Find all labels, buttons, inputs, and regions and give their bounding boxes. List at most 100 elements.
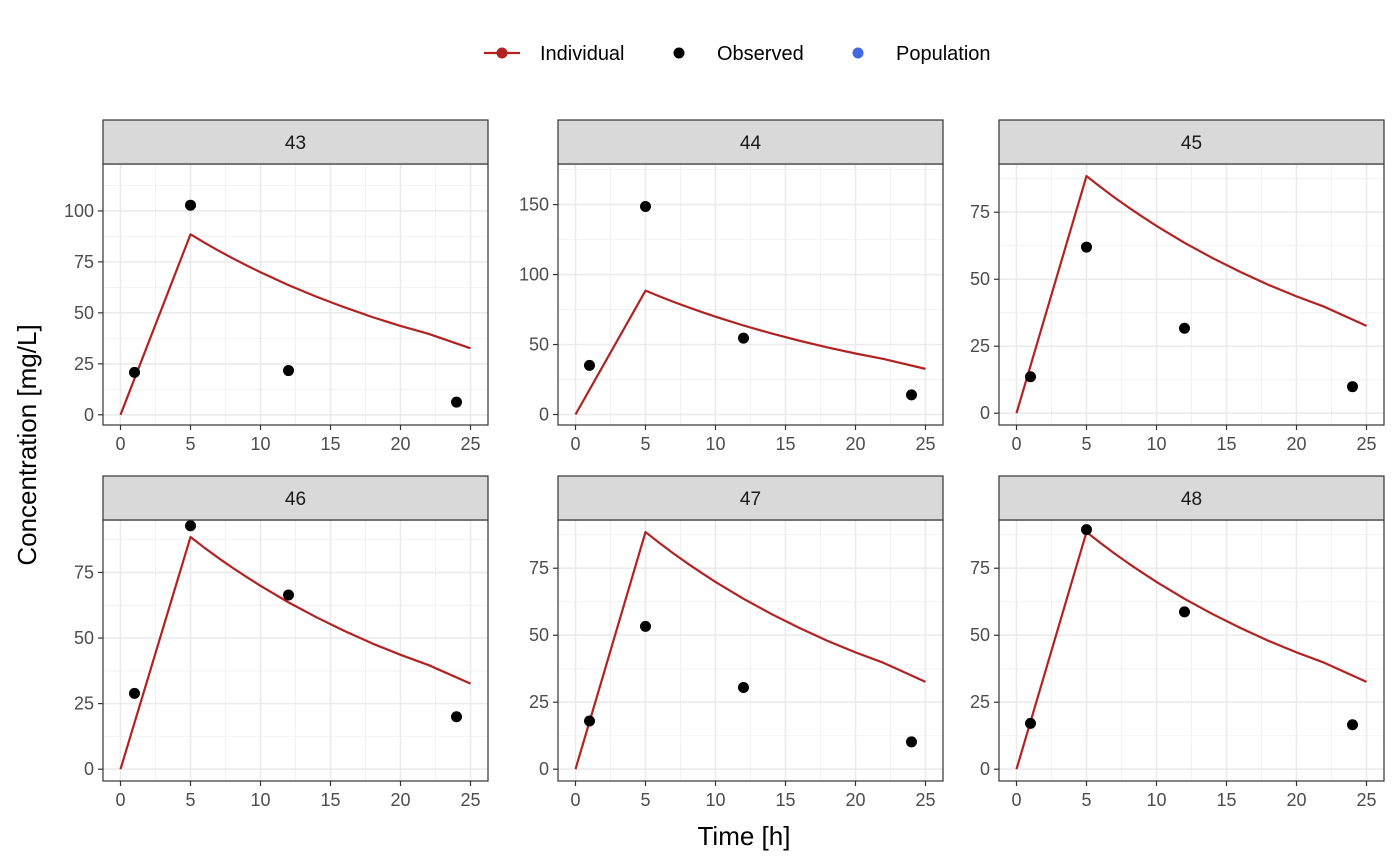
x-tick-label: 10 (1146, 790, 1166, 810)
x-tick-label: 20 (390, 790, 410, 810)
panel-46: 46 0 5 10 15 20 25 0 25 50 75 (74, 475, 489, 810)
y-tick-label: 50 (74, 303, 94, 323)
x-tick-label: 15 (775, 790, 795, 810)
individual-line (574, 530, 926, 770)
strip-label: 47 (740, 489, 761, 510)
x-tick-label: 0 (570, 790, 580, 810)
observed-point (451, 396, 462, 408)
x-tick-label: 5 (1081, 790, 1091, 810)
observed-point (738, 681, 749, 693)
x-tick-label: 25 (915, 434, 935, 454)
y-tick-label: 0 (539, 759, 549, 779)
legend-item-individual: Individual (484, 43, 625, 65)
panel-47: 47 0 5 10 15 20 25 0 25 50 75 (529, 475, 944, 810)
observed-point (584, 359, 595, 371)
legend-item-population: Population (852, 43, 991, 65)
observed-point (906, 389, 917, 401)
x-tick-label: 5 (185, 790, 195, 810)
x-tick-label: 15 (320, 790, 340, 810)
observed-point (1179, 606, 1190, 618)
strip-47 (557, 475, 944, 521)
panel-43: 43 0 5 10 15 20 25 0 25 50 75 100 (64, 119, 489, 454)
observed-point (185, 199, 196, 211)
x-tick-label: 5 (640, 434, 650, 454)
x-tick-label: 0 (570, 434, 580, 454)
individual-line (1015, 174, 1367, 414)
gridlines (558, 520, 943, 781)
observed-point (185, 520, 196, 532)
y-tick-label: 50 (970, 269, 990, 289)
gridlines (103, 520, 488, 781)
legend-label-observed: Observed (717, 43, 804, 65)
x-tick-label: 0 (115, 790, 125, 810)
observed-point (1347, 381, 1358, 393)
x-tick-label: 5 (640, 790, 650, 810)
y-tick-label: 0 (980, 759, 990, 779)
y-tick-label: 0 (84, 405, 94, 425)
y-tick-label: 50 (529, 335, 549, 355)
observed-point (129, 687, 140, 699)
observed-point (738, 332, 749, 344)
strip-label: 45 (1181, 133, 1202, 154)
y-tick-label: 25 (529, 692, 549, 712)
strip-label: 43 (285, 133, 306, 154)
panel-44: 44 0 5 10 15 20 25 0 50 100 150 (519, 119, 944, 454)
individual-line (574, 289, 926, 416)
y-tick-label: 25 (970, 336, 990, 356)
strip-label: 46 (285, 489, 306, 510)
y-tick-label: 50 (970, 625, 990, 645)
y-tick-label: 75 (970, 202, 990, 222)
x-tick-label: 5 (1081, 434, 1091, 454)
x-tick-label: 20 (845, 434, 865, 454)
x-tick-label: 15 (1216, 790, 1236, 810)
panel-48: 48 0 5 10 15 20 25 0 25 50 75 (970, 475, 1385, 810)
x-tick-label: 10 (705, 434, 725, 454)
observed-point (906, 736, 917, 748)
individual-line (1015, 530, 1367, 770)
x-tick-label: 0 (115, 434, 125, 454)
panel-45: 45 0 5 10 15 20 25 0 25 50 75 (970, 119, 1385, 454)
x-tick-label: 20 (845, 790, 865, 810)
x-tick-label: 25 (1356, 434, 1376, 454)
x-tick-label: 25 (460, 790, 480, 810)
legend-point-observed (673, 47, 685, 59)
y-tick-label: 0 (980, 403, 990, 423)
legend-label-individual: Individual (540, 43, 625, 65)
observed-point (129, 366, 140, 378)
y-tick-label: 100 (64, 201, 94, 221)
individual-line (119, 233, 471, 416)
y-axis-title: Concentration [mg/L] (12, 324, 42, 565)
observed-point (1179, 322, 1190, 334)
y-tick-label: 25 (74, 694, 94, 714)
legend-point-population (852, 47, 864, 59)
y-tick-label: 75 (74, 252, 94, 272)
observed-point (640, 620, 651, 632)
strip-44 (557, 119, 944, 165)
y-tick-label: 75 (970, 558, 990, 578)
x-tick-label: 0 (1011, 434, 1021, 454)
y-tick-label: 100 (519, 265, 549, 285)
y-tick-label: 75 (529, 558, 549, 578)
x-tick-label: 20 (390, 434, 410, 454)
x-tick-label: 20 (1286, 434, 1306, 454)
observed-point (283, 589, 294, 601)
y-tick-label: 150 (519, 195, 549, 215)
strip-label: 48 (1181, 489, 1202, 510)
y-tick-label: 75 (74, 562, 94, 582)
strip-46 (102, 475, 489, 521)
strip-45 (998, 119, 1385, 165)
x-tick-label: 25 (1356, 790, 1376, 810)
strip-48 (998, 475, 1385, 521)
observed-point (640, 201, 651, 213)
observed-point (1025, 717, 1036, 729)
x-tick-label: 15 (775, 434, 795, 454)
gridlines (999, 520, 1384, 781)
legend-label-population: Population (896, 43, 991, 65)
x-tick-label: 25 (915, 790, 935, 810)
x-tick-label: 15 (320, 434, 340, 454)
x-tick-label: 15 (1216, 434, 1236, 454)
observed-point (1347, 719, 1358, 731)
x-tick-label: 0 (1011, 790, 1021, 810)
observed-point (1025, 371, 1036, 383)
y-tick-label: 25 (74, 354, 94, 374)
